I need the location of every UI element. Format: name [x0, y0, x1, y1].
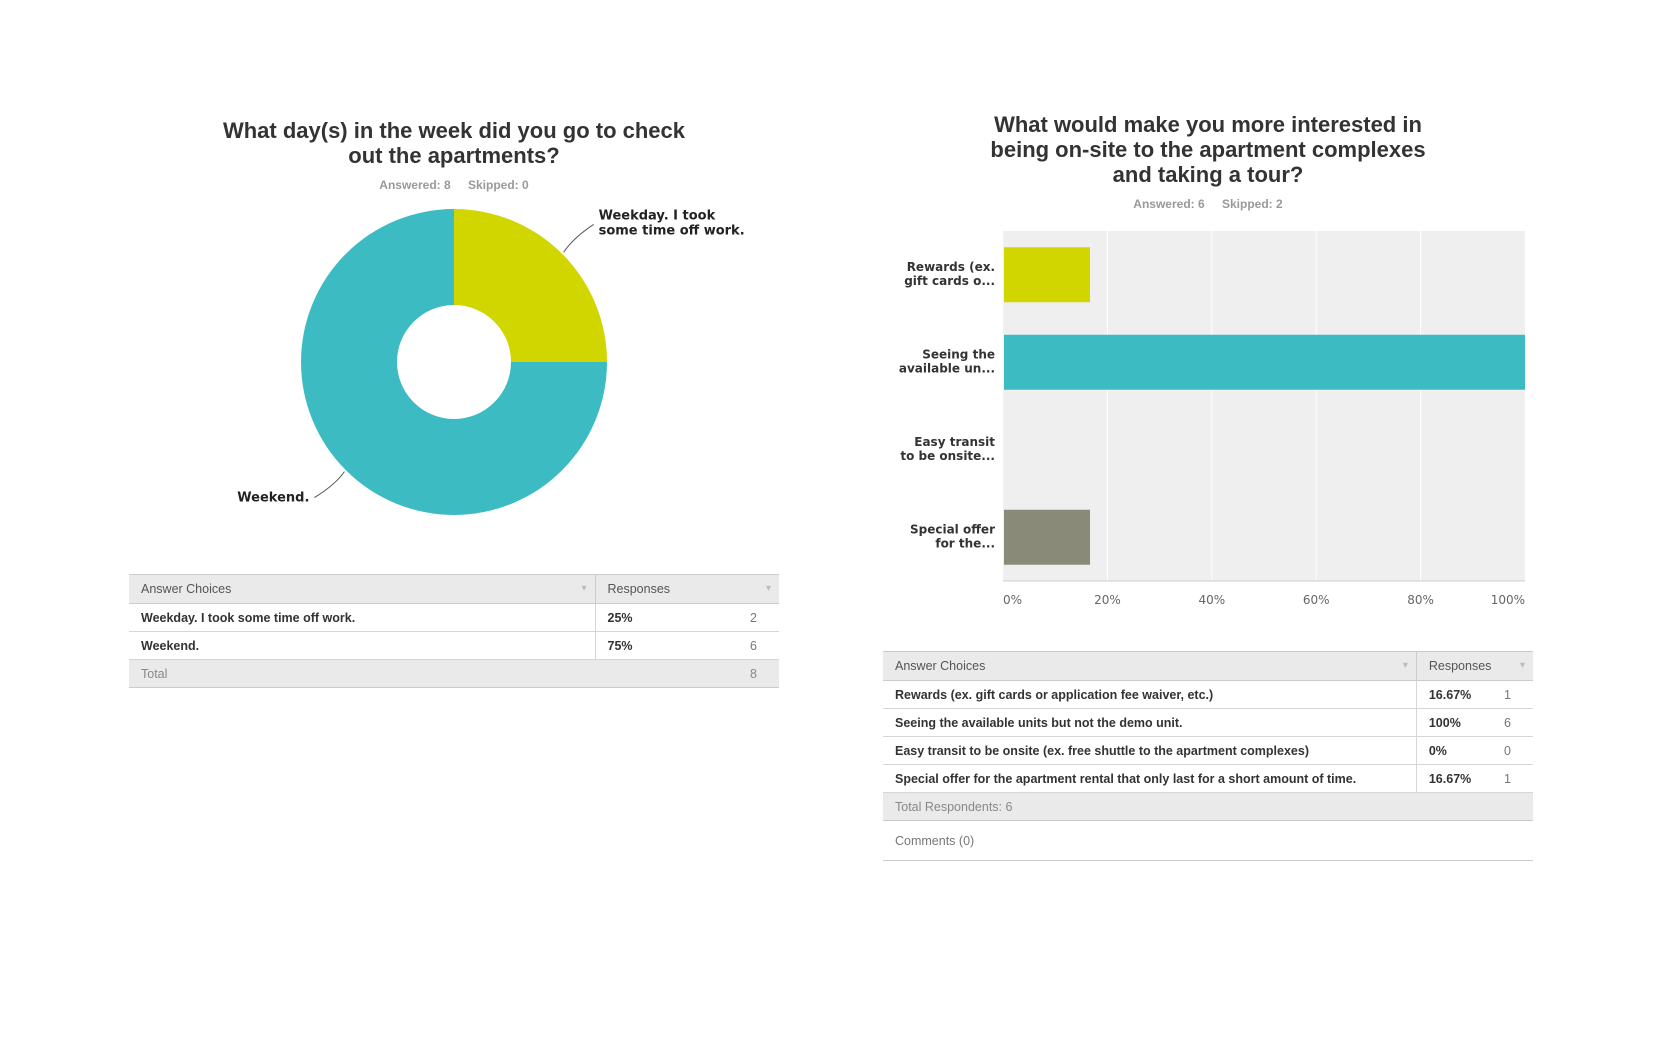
total-row: Total 8 [129, 659, 779, 688]
right-skipped-count: Skipped: 2 [1222, 197, 1283, 211]
table-header-row: Answer Choices ▾ Responses ▾ [129, 574, 779, 604]
right-survey-panel: What would make you more interested in b… [883, 112, 1533, 861]
response-percent: 0% [1415, 736, 1493, 765]
answer-choices-header-label: Answer Choices [895, 659, 986, 673]
donut-chart: Weekday. I took some time off work. Weeken… [237, 208, 745, 515]
right-response-stats: Answered: 6 Skipped: 2 [883, 197, 1533, 211]
left-response-stats: Answered: 8 Skipped: 0 [129, 178, 779, 192]
left-question-title: What day(s) in the week did you go to ch… [222, 118, 686, 168]
response-percent: 16.67% [1415, 680, 1493, 709]
table-row: Special offer for the apartment rental t… [883, 764, 1533, 793]
x-tick-label: 20% [1094, 593, 1121, 607]
category-label: Rewards (ex. gift cards o... [904, 260, 995, 288]
total-respondents-label: Total Respondents: 6 [883, 792, 1533, 821]
answer-choices-header[interactable]: Answer Choices ▾ [883, 651, 1417, 681]
response-count: 1 [1492, 764, 1533, 793]
table-row: Seeing the available units but not the d… [883, 708, 1533, 737]
response-percent: 75% [594, 631, 673, 660]
table-row: Weekday. I took some time off work. 25% … [129, 603, 779, 632]
pie-leader-line [314, 471, 345, 499]
comments-row[interactable]: Comments (0) [883, 820, 1533, 861]
pie-slice-label: Weekend. [237, 491, 309, 506]
answer-choice: Rewards (ex. gift cards or application f… [883, 680, 1417, 709]
sort-caret-icon: ▾ [581, 583, 587, 594]
right-question-title: What would make you more interested in b… [990, 112, 1426, 187]
sort-caret-icon: ▾ [1402, 660, 1408, 671]
table-row: Easy transit to be onsite (ex. free shut… [883, 736, 1533, 765]
response-percent: 25% [594, 603, 673, 632]
right-answered-count: Answered: 6 [1133, 197, 1205, 211]
pie-slice [301, 209, 607, 515]
answer-choices-header[interactable]: Answer Choices ▾ [129, 574, 595, 604]
bar [1004, 247, 1091, 303]
category-label: Seeing the available un... [899, 347, 995, 375]
table-header-row: Answer Choices ▾ Responses ▾ [883, 651, 1533, 681]
x-tick-label: 0% [1003, 593, 1022, 607]
category-label: Special offer for the... [910, 522, 995, 550]
responses-header-label: Responses [1428, 659, 1492, 673]
responses-header[interactable]: Responses ▾ [1415, 651, 1533, 681]
responses-header[interactable]: Responses ▾ [594, 574, 779, 604]
total-label: Total [129, 659, 673, 688]
horizontal-bar-chart: Rewards (ex. gift cards o... Seeing the ava… [899, 231, 1525, 607]
right-answers-table: Answer Choices ▾ Responses ▾ Rewards (ex… [883, 651, 1533, 861]
answer-choice: Weekend. [129, 631, 595, 660]
x-tick-label: 60% [1303, 593, 1330, 607]
answer-choice: Easy transit to be onsite (ex. free shut… [883, 736, 1417, 765]
response-percent: 100% [1415, 708, 1493, 737]
response-count: 0 [1492, 736, 1533, 765]
x-tick-label: 40% [1198, 593, 1225, 607]
total-count: 8 [673, 659, 779, 688]
left-answered-count: Answered: 8 [379, 178, 451, 192]
response-count: 6 [1492, 708, 1533, 737]
bar [1004, 334, 1525, 390]
sort-caret-icon: ▾ [1519, 660, 1525, 671]
sort-caret-icon: ▾ [765, 583, 771, 594]
response-percent: 16.67% [1415, 764, 1493, 793]
table-row: Weekend. 75% 6 [129, 631, 779, 660]
answer-choices-header-label: Answer Choices [141, 582, 232, 596]
pie-slice [454, 209, 607, 362]
response-count: 2 [673, 603, 779, 632]
response-count: 6 [673, 631, 779, 660]
comments-link[interactable]: Comments (0) [883, 820, 1533, 861]
x-tick-label: 100% [1491, 593, 1525, 607]
pie-leader-line [563, 223, 594, 253]
answer-choice: Seeing the available units but not the d… [883, 708, 1417, 737]
bar [1004, 509, 1091, 565]
pie-slice-label: Weekday. I took some time off work. [599, 208, 745, 238]
x-tick-label: 80% [1407, 593, 1434, 607]
left-skipped-count: Skipped: 0 [468, 178, 529, 192]
response-count: 1 [1492, 680, 1533, 709]
left-answers-table: Answer Choices ▾ Responses ▾ Weekday. I … [129, 574, 779, 688]
answer-choice: Weekday. I took some time off work. [129, 603, 595, 632]
left-survey-panel: What day(s) in the week did you go to ch… [129, 112, 779, 688]
responses-header-label: Responses [607, 582, 671, 596]
category-label: Easy transit to be onsite... [900, 435, 995, 463]
total-respondents-row: Total Respondents: 6 [883, 792, 1533, 821]
answer-choice: Special offer for the apartment rental t… [883, 764, 1417, 793]
table-row: Rewards (ex. gift cards or application f… [883, 680, 1533, 709]
